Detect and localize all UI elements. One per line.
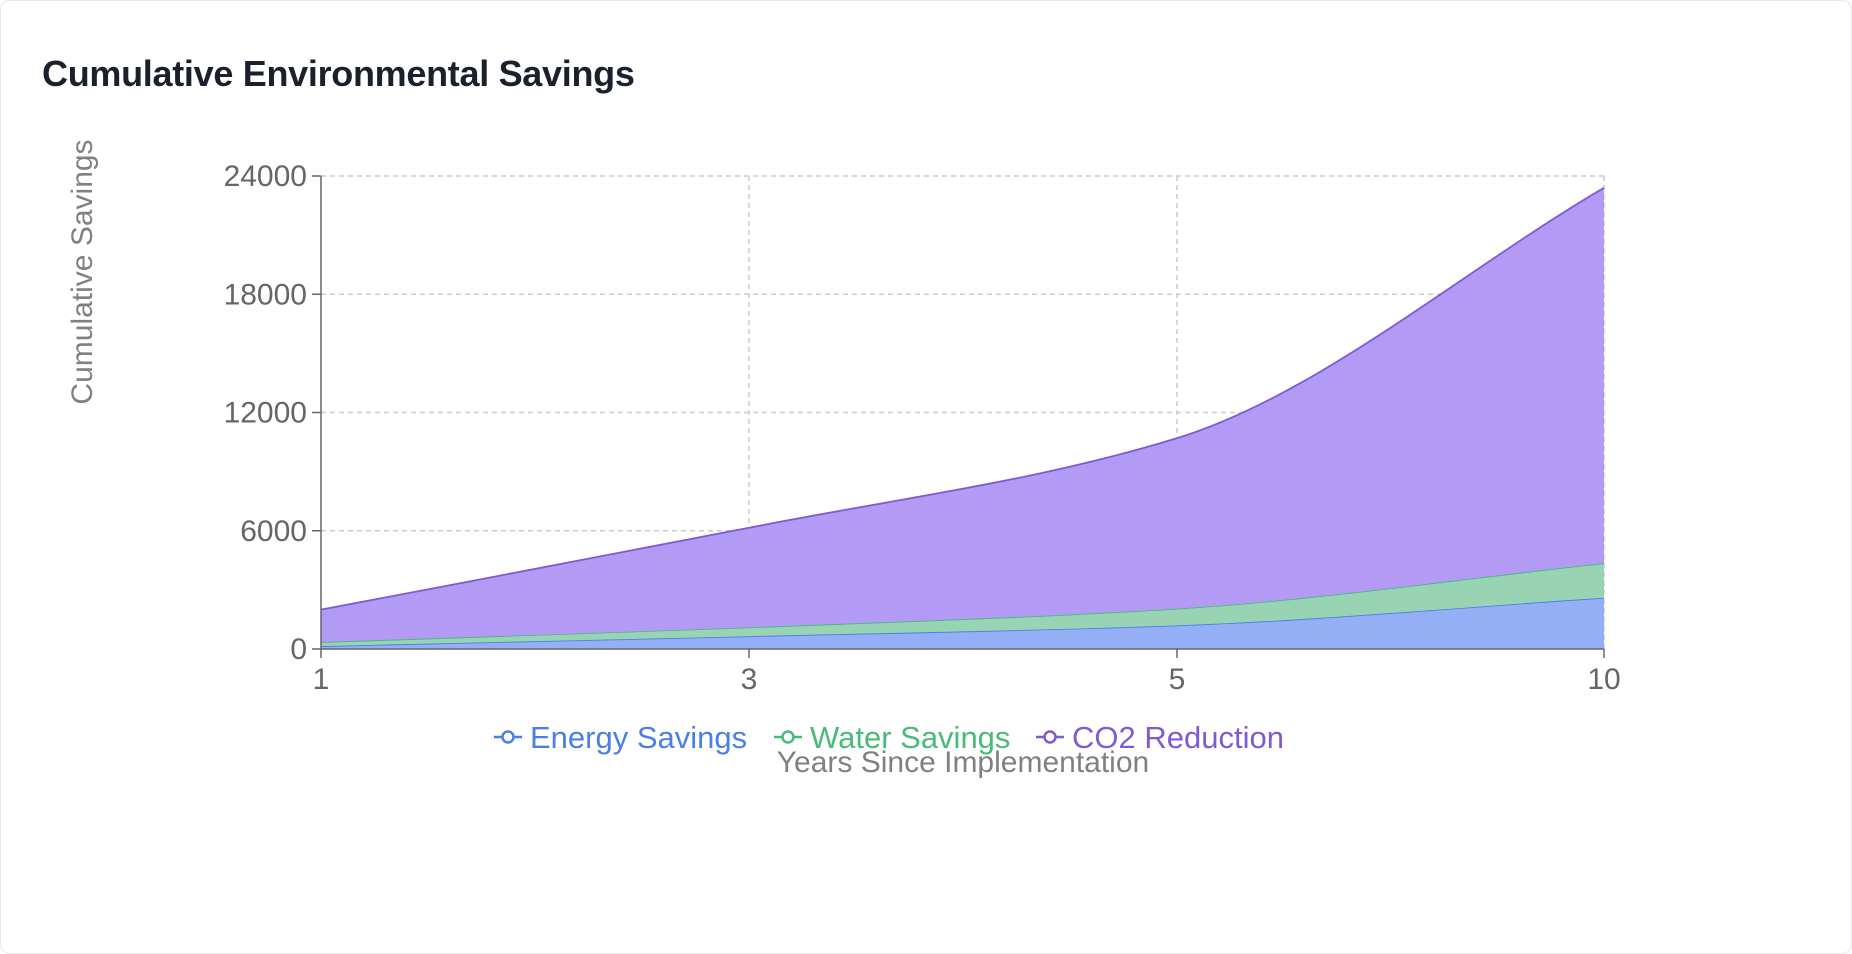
x-axis-ticks: 1 3 5 10: [313, 649, 1621, 696]
y-axis-title: Cumulative Savings: [66, 139, 99, 404]
y-tick-label: 0: [290, 633, 307, 666]
x-tick-label: 5: [1169, 663, 1186, 696]
y-tick-label: 18000: [224, 278, 307, 311]
y-tick-label: 12000: [224, 397, 307, 430]
line-co2-reduction: [320, 187, 1605, 611]
y-axis-ticks: 0 6000 12000 18000 24000: [224, 160, 321, 666]
legend-item-co2-reduction[interactable]: CO2 Reduction: [1036, 720, 1284, 755]
legend-label: Water Savings: [810, 720, 1010, 755]
legend-label: CO2 Reduction: [1072, 720, 1284, 755]
legend-label: Energy Savings: [530, 720, 747, 755]
x-tick-label: 1: [313, 663, 330, 696]
x-tick-label: 3: [741, 663, 758, 696]
y-tick-label: 24000: [224, 160, 307, 193]
legend-item-energy-savings[interactable]: Energy Savings: [494, 720, 747, 755]
legend-circle-icon: [1043, 730, 1057, 744]
area-energy-savings[interactable]: [321, 597, 1604, 649]
legend-circle-icon: [781, 730, 795, 744]
x-axis-title: Years Since Implementation: [777, 746, 1149, 779]
x-tick-label: 10: [1587, 663, 1620, 696]
legend-item-water-savings[interactable]: Water Savings: [774, 720, 1010, 755]
area-water-savings[interactable]: [321, 563, 1604, 647]
area-co2-reduction[interactable]: [321, 187, 1604, 643]
legend: Energy Savings Water Savings CO2 Reduction: [494, 720, 1284, 755]
chart-title: Cumulative Environmental Savings: [42, 53, 635, 94]
legend-circle-icon: [501, 730, 515, 744]
stacked-areas: [320, 187, 1605, 649]
y-tick-label: 6000: [240, 515, 307, 548]
